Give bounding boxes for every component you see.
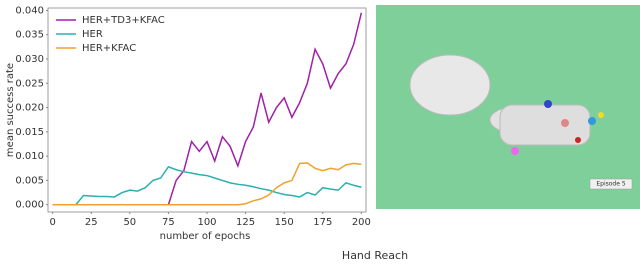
target — [561, 119, 569, 127]
y-tick-label: 0.040 — [15, 5, 44, 16]
y-axis-label: mean success rate — [5, 63, 16, 157]
y-tick-label: 0.035 — [15, 30, 44, 41]
x-tick-label: 100 — [197, 217, 216, 228]
legend-label: HER+TD3+KFAC — [82, 15, 165, 26]
y-tick-label: 0.020 — [15, 103, 44, 114]
x-tick-label: 125 — [236, 217, 255, 228]
x-tick-label: 25 — [85, 217, 98, 228]
series-line — [52, 165, 362, 206]
y-tick-label: 0.010 — [15, 151, 44, 162]
render-image: Episode 5 — [376, 5, 640, 209]
target — [544, 100, 552, 108]
x-tick-label: 200 — [352, 217, 371, 228]
y-tick-label: 0.005 — [15, 175, 44, 186]
x-tick-label: 0 — [49, 217, 55, 228]
target — [575, 137, 581, 143]
target — [511, 147, 519, 155]
caption: Hand Reach — [342, 249, 408, 262]
y-tick-label: 0.025 — [15, 78, 44, 89]
y-tick-label: 0.000 — [15, 200, 44, 211]
series-line — [52, 162, 362, 206]
hand-palm — [409, 54, 491, 116]
x-tick-label: 175 — [313, 217, 332, 228]
legend-label: HER+KFAC — [82, 43, 136, 54]
x-axis-label: number of epochs — [160, 231, 251, 242]
legend-label: HER — [82, 29, 103, 40]
target — [588, 117, 596, 125]
image-label: Episode 5 — [596, 181, 625, 188]
image-label-box — [589, 178, 633, 190]
x-tick-label: 75 — [162, 217, 175, 228]
x-tick-label: 150 — [275, 217, 294, 228]
target — [598, 112, 604, 118]
x-tick-label: 50 — [123, 217, 136, 228]
series-line — [167, 12, 363, 205]
y-tick-label: 0.030 — [15, 54, 44, 65]
y-tick-label: 0.015 — [15, 127, 44, 138]
